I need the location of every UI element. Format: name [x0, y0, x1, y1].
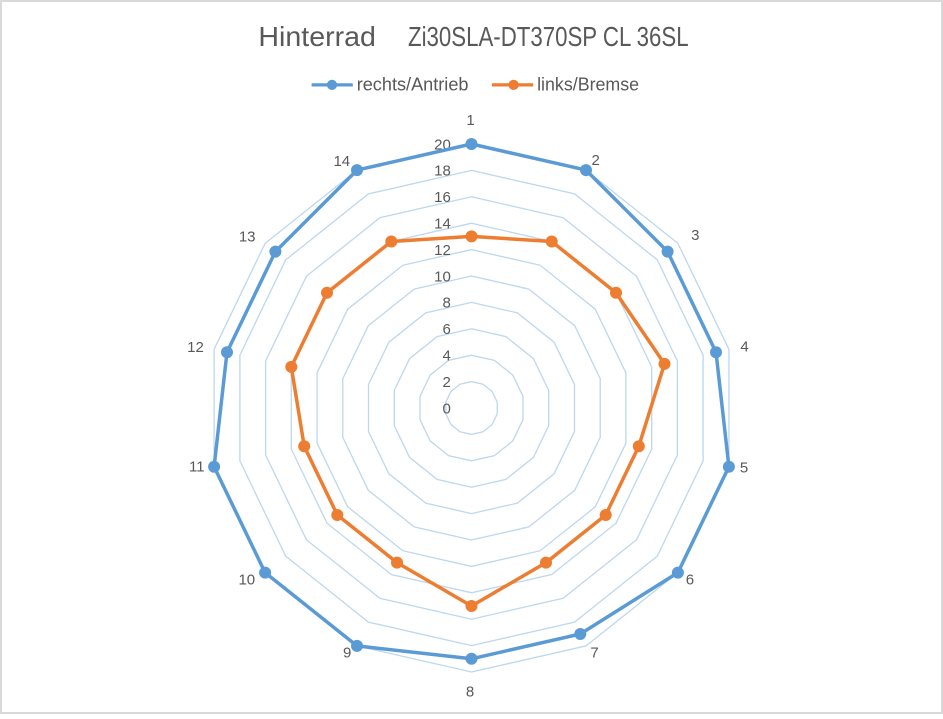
svg-text:9: 9: [343, 644, 351, 661]
svg-text:1: 1: [466, 112, 474, 129]
svg-text:14: 14: [333, 153, 350, 170]
svg-text:rechts/Antrieb: rechts/Antrieb: [357, 74, 469, 95]
svg-text:2: 2: [442, 374, 450, 391]
svg-text:6: 6: [442, 321, 450, 338]
svg-text:Hinterrad: Hinterrad: [258, 21, 376, 52]
svg-text:0: 0: [442, 400, 450, 417]
svg-text:12: 12: [434, 242, 451, 259]
svg-text:2: 2: [592, 152, 600, 169]
svg-text:7: 7: [590, 644, 598, 661]
svg-text:10: 10: [434, 268, 451, 285]
svg-text:13: 13: [239, 229, 256, 246]
svg-text:8: 8: [442, 295, 450, 312]
svg-text:4: 4: [740, 338, 748, 355]
svg-text:links/Bremse: links/Bremse: [537, 74, 639, 95]
svg-text:16: 16: [434, 189, 451, 206]
svg-text:11: 11: [189, 459, 205, 476]
svg-text:18: 18: [434, 163, 451, 180]
svg-text:8: 8: [466, 684, 474, 701]
svg-text:Zi30SLA-DT370SP CL 36SL: Zi30SLA-DT370SP CL 36SL: [408, 21, 689, 52]
svg-text:5: 5: [740, 460, 748, 477]
svg-text:12: 12: [187, 339, 204, 356]
svg-text:3: 3: [691, 227, 699, 244]
svg-text:14: 14: [434, 216, 451, 233]
svg-text:4: 4: [442, 348, 450, 365]
svg-text:6: 6: [686, 572, 694, 589]
svg-text:10: 10: [238, 572, 255, 589]
